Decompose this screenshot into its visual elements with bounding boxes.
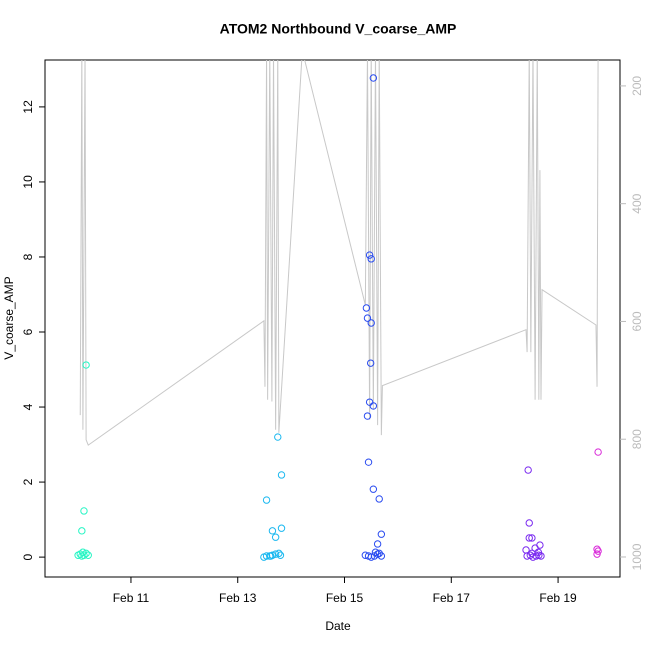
point: [528, 534, 536, 542]
point: [377, 530, 386, 538]
point: [525, 519, 533, 527]
point: [367, 319, 375, 327]
point: [274, 433, 282, 441]
point: [365, 398, 374, 406]
point: [524, 466, 532, 474]
y-axis-label: V_coarse_AMP: [2, 276, 16, 359]
point: [594, 448, 602, 456]
y2-tick-label: 800: [630, 429, 644, 449]
x-tick-label: Feb 11: [113, 591, 150, 605]
depth-line: [79, 60, 599, 446]
y2-tick-label: 1000: [630, 543, 644, 570]
x-tick-label: Feb 15: [326, 591, 364, 605]
y-tick-label: 8: [21, 253, 35, 260]
point: [373, 540, 382, 548]
plot-frame: [44, 59, 621, 578]
point: [271, 550, 280, 558]
point: [277, 471, 286, 479]
point: [82, 361, 90, 369]
point: [369, 74, 378, 82]
x-tick-label: Feb 13: [219, 591, 257, 605]
y-tick-label: 4: [21, 403, 35, 410]
point: [267, 552, 275, 560]
point: [271, 533, 280, 541]
point: [362, 304, 371, 312]
point: [275, 549, 283, 558]
point: [277, 524, 286, 532]
point: [593, 550, 601, 558]
point: [367, 553, 375, 561]
point-layer: [74, 74, 602, 561]
point: [364, 458, 373, 466]
y2-tick-label: 400: [630, 193, 644, 213]
point: [82, 549, 90, 558]
point: [375, 495, 383, 503]
y-tick-label: 6: [21, 328, 35, 335]
x-tick-label: Feb 19: [539, 591, 577, 605]
point: [268, 527, 277, 535]
chart-title: ATOM2 Northbound V_coarse_AMP: [220, 21, 457, 37]
y-tick-label: 12: [21, 100, 35, 114]
y-tick-label: 0: [21, 553, 35, 560]
y2-tick-label: 600: [630, 311, 644, 331]
point: [369, 485, 378, 493]
point: [536, 541, 544, 549]
point: [369, 402, 378, 410]
y2-tick-label: 200: [630, 76, 644, 96]
point: [276, 551, 285, 559]
point: [528, 549, 536, 558]
x-tick-label: Feb 17: [433, 591, 471, 605]
point: [78, 527, 86, 535]
line-layer: [79, 60, 599, 446]
point: [367, 255, 375, 263]
point: [363, 412, 372, 420]
point: [365, 251, 374, 259]
point: [371, 548, 380, 556]
y-tick-label: 2: [21, 478, 35, 485]
x-axis-label: Date: [325, 619, 351, 633]
point: [262, 496, 271, 504]
point: [525, 534, 533, 542]
point: [593, 545, 601, 553]
point: [363, 314, 372, 322]
point: [377, 552, 386, 560]
point: [366, 359, 375, 367]
point: [80, 507, 88, 515]
point: [537, 552, 545, 560]
y-tick-label: 10: [21, 175, 35, 189]
point: [79, 548, 87, 556]
